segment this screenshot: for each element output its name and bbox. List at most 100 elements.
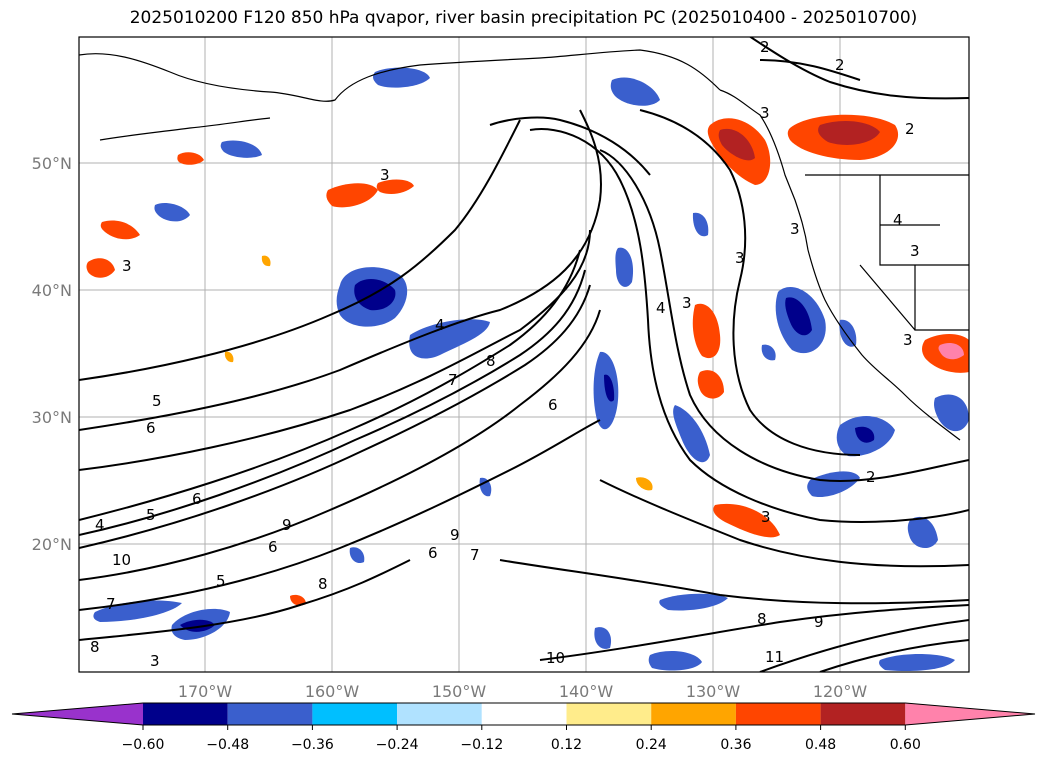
contour-line: [759, 59, 861, 81]
contour-label: 8: [318, 575, 328, 593]
colorbar-segment: [312, 703, 398, 725]
contour-line: [819, 639, 969, 672]
precip-blob: [376, 179, 414, 194]
contour-label: 5: [146, 506, 156, 524]
contour-label: 8: [757, 610, 767, 628]
precip-blob: [610, 77, 660, 106]
precip-blob: [938, 343, 964, 360]
contour-line: [79, 559, 411, 641]
contour-label: 8: [486, 352, 496, 370]
contour-line: [79, 284, 591, 549]
contour-line: [599, 149, 969, 482]
contour-label: 3: [380, 166, 390, 184]
contour-label: 3: [150, 652, 160, 670]
contour-label: 3: [761, 508, 771, 526]
contour-line: [79, 269, 586, 536]
precip-blob: [594, 627, 612, 649]
contour-label: 3: [903, 331, 913, 349]
contour-label: 3: [790, 220, 800, 238]
precip-blob: [100, 220, 140, 240]
colorbar-tick-label: 0.48: [805, 737, 836, 753]
contour-labels: 2 2 2 3 3 3 3 3 3 3 3 4 4 4 3 5 6 6 7 8 …: [90, 38, 920, 670]
contour-label: 2: [905, 120, 915, 138]
contour-label: 6: [146, 419, 156, 437]
contour-line: [599, 479, 969, 568]
precip-blob: [290, 594, 306, 606]
lat-tick-label: 20°N: [32, 535, 72, 554]
contour-line: [529, 128, 969, 523]
contour-label: 8: [90, 638, 100, 656]
contour-label: 3: [122, 257, 132, 275]
precip-blob: [697, 370, 724, 399]
coastline-alaska: [79, 49, 721, 102]
colorbar-segment: [227, 703, 313, 725]
contour-label: 6: [428, 544, 438, 562]
coastline-aleutians: [99, 117, 271, 141]
colorbar-tick-label: −0.36: [291, 737, 334, 753]
contour-label: 4: [656, 299, 666, 317]
colorbar-tick-label: 0.12: [551, 737, 582, 753]
contour-label: 10: [112, 551, 131, 569]
lon-tick-label: 120°W: [813, 682, 868, 701]
contour-label: 2: [760, 38, 770, 56]
colorbar-ticks: [142, 725, 906, 730]
colorbar-segment: [143, 703, 228, 725]
precip-blob: [818, 120, 880, 145]
precip-blob: [692, 303, 721, 359]
colorbar-segment: [651, 703, 736, 725]
colorbar-tick-label: 0.36: [720, 737, 751, 753]
contour-label: 5: [216, 572, 226, 590]
colorbar-tick-label: −0.48: [206, 737, 249, 753]
colorbar-segment: [481, 703, 567, 725]
precip-blob: [261, 255, 271, 267]
colorbar-tick-label: 0.24: [636, 737, 667, 753]
precip-blob: [409, 319, 490, 359]
precip-positive-regions: [86, 114, 969, 606]
contour-label: 4: [435, 316, 445, 334]
precip-blob: [220, 140, 262, 158]
precip-blob: [907, 516, 938, 549]
land-outlines: [79, 49, 969, 441]
contour-line: [79, 309, 601, 581]
precip-blob: [855, 426, 875, 443]
precip-blob: [785, 297, 812, 336]
colorbar-segment: [566, 703, 652, 725]
contour-label: 9: [450, 526, 460, 544]
latitude-axis: 50°N 40°N 30°N 20°N: [32, 154, 72, 554]
precip-blob: [177, 152, 204, 165]
precip-blob: [718, 128, 755, 161]
contour-label: 7: [470, 546, 480, 564]
contour-label: 3: [910, 242, 920, 260]
map-title: 2025010200 F120 850 hPa qvapor, river ba…: [129, 8, 918, 28]
contour-line: [499, 559, 969, 605]
precip-blob: [713, 503, 780, 538]
colorbar: −0.60 −0.48 −0.36 −0.24 −0.12 0.12 0.24 …: [11, 702, 1036, 753]
precip-blob: [604, 374, 615, 402]
contour-label: 9: [282, 516, 292, 534]
precip-blob: [373, 67, 430, 88]
precip-blob: [615, 247, 634, 287]
plot-frame: [78, 36, 970, 673]
coastline-bc: [719, 89, 809, 251]
precip-blob: [934, 394, 969, 432]
contour-line: [79, 419, 601, 611]
colorbar-tick-label: −0.24: [376, 737, 419, 753]
contour-label: 2: [866, 468, 876, 486]
colorbar-extend-max: [905, 703, 1035, 725]
contour-label: 7: [106, 595, 116, 613]
contour-label: 4: [893, 211, 903, 229]
contour-label: 7: [448, 371, 458, 389]
colorbar-tick-label: −0.12: [460, 737, 503, 753]
contour-line: [79, 119, 521, 381]
longitude-axis: 170°W 160°W 150°W 140°W 130°W 120°W: [178, 682, 868, 701]
precip-blob: [692, 212, 709, 237]
precip-blob: [807, 471, 860, 498]
precip-blob: [839, 319, 857, 347]
precip-blob: [154, 203, 190, 222]
precip-blob: [86, 258, 115, 278]
colorbar-segment: [820, 703, 906, 725]
lon-tick-label: 170°W: [178, 682, 233, 701]
colorbar-tick-label: −0.60: [122, 737, 165, 753]
state-borders: [859, 175, 969, 331]
